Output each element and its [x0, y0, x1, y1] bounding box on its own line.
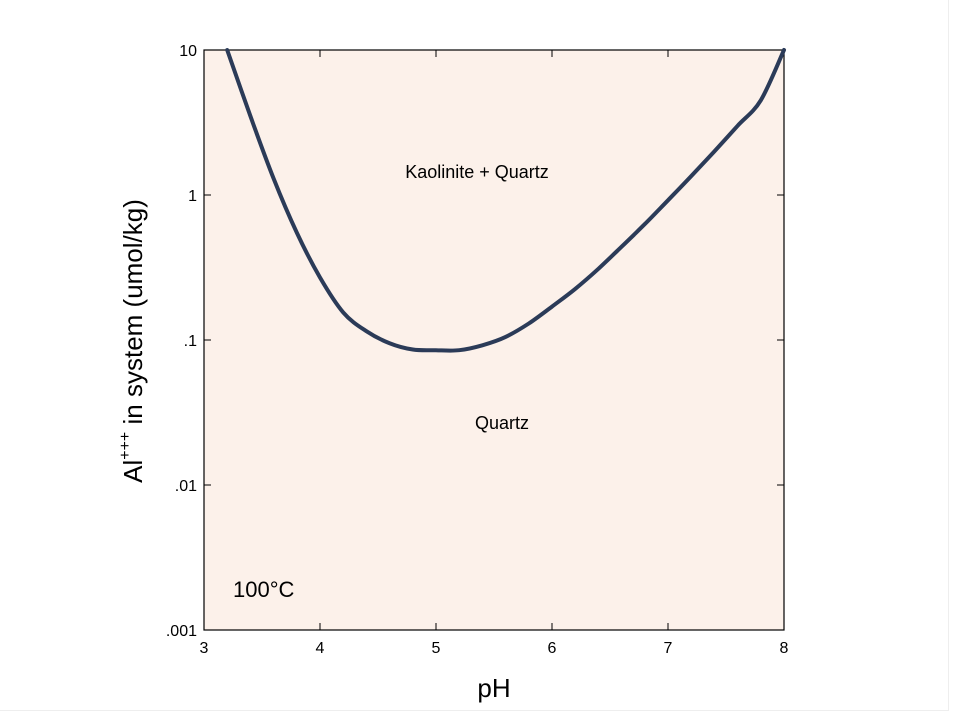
y-tick-label: 10	[179, 43, 197, 60]
tick-marks	[203, 49, 785, 631]
x-tick-label: 7	[664, 640, 673, 657]
y-axis-title-rest: in system (umol/kg)	[118, 199, 148, 432]
y-tick-label: .001	[166, 623, 197, 640]
temperature-annotation: 100°C	[233, 577, 295, 602]
y-axis-title-superscript: +++	[117, 432, 134, 460]
x-tick-label: 8	[780, 640, 789, 657]
y-tick-label: 1	[188, 188, 197, 205]
y-axis-title-main: Al	[118, 460, 148, 483]
page-frame	[0, 0, 949, 711]
region-label-kaolinite-quartz: Kaolinite + Quartz	[405, 162, 549, 182]
x-tick-label: 4	[316, 640, 325, 657]
x-tick-label: 6	[548, 640, 557, 657]
y-tick-label: .1	[184, 333, 197, 350]
region-label-quartz: Quartz	[475, 413, 529, 433]
y-axis-title: Al+++ in system (umol/kg)	[117, 199, 148, 483]
x-axis-title: pH	[477, 673, 510, 703]
series-line	[225, 48, 786, 353]
tick-labels: 3 4 5 6 7 8 .001 .01 .1 1 10	[166, 43, 789, 657]
x-tick-label: 3	[200, 640, 209, 657]
x-tick-label: 5	[432, 640, 441, 657]
y-tick-label: .01	[175, 478, 197, 495]
